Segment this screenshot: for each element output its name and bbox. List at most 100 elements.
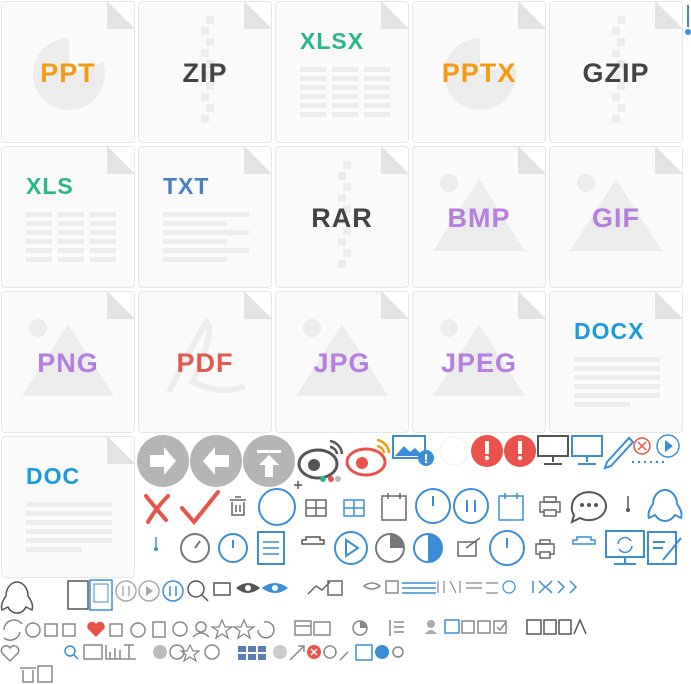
heart-outline-icon[interactable]: [0, 645, 20, 663]
printer-icon[interactable]: [539, 496, 561, 517]
file-tile-pdf[interactable]: PDF: [138, 291, 272, 433]
image-info-icon[interactable]: [392, 435, 434, 466]
gauge-icon[interactable]: [415, 488, 451, 524]
info-icons[interactable]: [153, 643, 220, 663]
qq-penguin-icon[interactable]: [0, 581, 34, 614]
arrow-left-circle-icon[interactable]: [190, 435, 242, 487]
file-type-label: GZIP: [582, 58, 650, 88]
list-icon[interactable]: [389, 620, 404, 636]
file-tile-gif[interactable]: GIF: [549, 146, 683, 288]
edit-box-icon[interactable]: [457, 537, 481, 557]
file-tile-png[interactable]: PNG: [1, 291, 135, 433]
trash-small-icon[interactable]: [20, 665, 53, 683]
weibo-color-icon[interactable]: [320, 438, 391, 482]
file-tile-jpeg[interactable]: JPEG: [412, 291, 546, 433]
upload-circle-icon[interactable]: [243, 435, 295, 487]
thermometer-blue-icon: [154, 537, 158, 551]
dial-icon[interactable]: [180, 533, 210, 563]
file-tile-zip[interactable]: ZIP: [138, 1, 272, 143]
close-circle-icon[interactable]: [632, 437, 666, 463]
file-tile-xlsx[interactable]: XLSX: [275, 1, 409, 143]
pause-circle-icon[interactable]: [453, 488, 489, 524]
misc-icons-row[interactable]: [109, 618, 275, 640]
cloud-icon: [301, 536, 325, 545]
file-type-label: PPT: [40, 58, 96, 88]
page-fold-corner: [518, 2, 545, 29]
toolbar-strip-icons[interactable]: [362, 580, 578, 594]
cross-mark-icon[interactable]: [144, 494, 170, 524]
calendar-small-icon[interactable]: [294, 620, 331, 636]
file-tile-txt[interactable]: TXT: [138, 146, 272, 288]
user-image-toolbar-icons[interactable]: [425, 618, 587, 635]
file-tile-art: [338, 161, 351, 268]
file-tile-art: [433, 174, 525, 251]
table-icon[interactable]: [305, 499, 327, 517]
qq-penguin-blue-icon[interactable]: [647, 488, 683, 523]
monitor-icon[interactable]: [537, 435, 569, 465]
file-tile-pptx[interactable]: PPTX: [412, 1, 546, 143]
clock-icon[interactable]: [25, 622, 76, 638]
calendar-blue-icon[interactable]: [498, 493, 524, 521]
page-fold-corner: [655, 2, 682, 29]
file-type-label: PNG: [37, 348, 99, 378]
page-fold-corner: [655, 292, 682, 319]
edit-document-icon[interactable]: [647, 531, 682, 565]
progress-pie-icon: [375, 533, 405, 563]
file-type-label: BMP: [447, 203, 511, 233]
file-tile-xls[interactable]: XLS: [1, 146, 135, 288]
grid-tools-icons[interactable]: [238, 644, 404, 661]
weibo-gray-icon[interactable]: [294, 439, 344, 489]
scroll-indicator-icon[interactable]: [685, 5, 691, 35]
file-tile-art: [433, 319, 525, 396]
file-tile-art: [201, 16, 214, 123]
heart-icon[interactable]: [87, 621, 105, 637]
page-fold-corner: [244, 292, 271, 319]
file-tile-gzip[interactable]: GZIP: [549, 1, 683, 143]
chart-edit-icon[interactable]: [307, 580, 343, 596]
file-tile-art: [612, 16, 625, 123]
alert-circle-icon: [471, 435, 503, 467]
file-tile-art: [163, 212, 249, 262]
monitor-blue-icon[interactable]: [571, 435, 603, 465]
media-controls-icon[interactable]: [115, 580, 184, 602]
thermometer-icon: [626, 496, 630, 512]
circle-outline-icon[interactable]: [258, 488, 296, 526]
monitor-refresh-icon[interactable]: [605, 530, 645, 565]
file-tile-ppt[interactable]: PPT: [1, 1, 135, 143]
file-type-label: GIF: [592, 203, 640, 233]
calendar-icon[interactable]: [381, 493, 407, 521]
page-fold-corner: [381, 292, 408, 319]
page-fold-corner: [107, 2, 134, 29]
play-circle-large-icon[interactable]: [334, 531, 368, 565]
document-blue-icon[interactable]: [257, 531, 285, 565]
table-blue-icon[interactable]: [343, 499, 365, 517]
chat-bubble-icon[interactable]: [570, 491, 607, 524]
file-tile-docx[interactable]: DOCX: [549, 291, 683, 433]
play-circle-icon[interactable]: [656, 434, 680, 458]
tablet-icon[interactable]: [67, 579, 113, 611]
file-tile-rar[interactable]: RAR: [275, 146, 409, 288]
file-type-label: DOCX: [574, 318, 645, 344]
dial-blue-icon[interactable]: [489, 530, 525, 566]
page-fold-corner: [107, 437, 134, 464]
search-icon[interactable]: [187, 580, 209, 602]
flow-icons[interactable]: [83, 644, 136, 660]
eye-icon[interactable]: [213, 582, 288, 596]
file-tile-doc[interactable]: DOC: [1, 436, 135, 578]
check-mark-icon[interactable]: [180, 490, 220, 526]
refresh-icon[interactable]: [3, 619, 23, 641]
pencil-icon[interactable]: [603, 436, 635, 470]
file-tile-art: [570, 174, 662, 251]
trash-icon[interactable]: [230, 496, 246, 516]
file-tile-jpg[interactable]: JPG: [275, 291, 409, 433]
file-type-label: PDF: [176, 348, 234, 378]
dial-blue-icon[interactable]: [218, 533, 248, 563]
file-tile-art: [22, 319, 114, 396]
printer-icon[interactable]: [535, 539, 555, 559]
arrow-right-circle-icon[interactable]: [137, 435, 189, 487]
search-blue-icon[interactable]: [64, 645, 79, 660]
cloud-blue-icon: [572, 536, 596, 545]
progress-pie-blue-icon: [413, 533, 443, 563]
file-tile-bmp[interactable]: BMP: [412, 146, 546, 288]
